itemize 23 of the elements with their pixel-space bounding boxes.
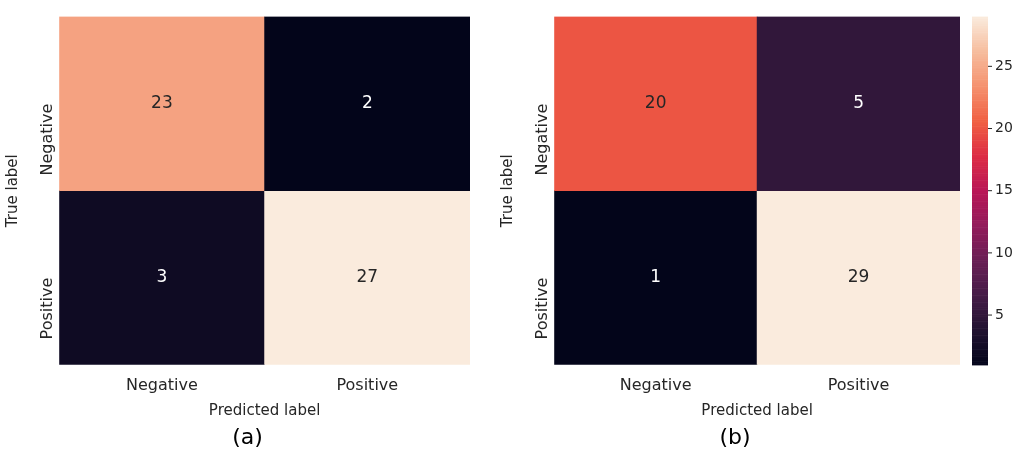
color-bar-label: 20	[995, 119, 1013, 136]
data-label: 3	[156, 266, 168, 287]
y-axis-title: True label	[497, 154, 516, 229]
color-bar-label: 15	[995, 181, 1013, 198]
text: (a)	[231, 424, 264, 449]
data-label: 1	[650, 266, 662, 287]
color-bar-label: 25	[995, 56, 1013, 73]
data-label: 29	[847, 266, 870, 287]
data-label: 20	[644, 92, 667, 113]
x-tick-label: Negative	[125, 374, 198, 394]
y-axis-title: True label	[2, 154, 21, 229]
color-bar-label: 5	[995, 305, 1004, 322]
color-bar-label: 10	[995, 243, 1013, 260]
x-axis-title: Predicted label	[208, 400, 321, 419]
x-tick-label: Positive	[336, 374, 399, 394]
text: (b)	[718, 424, 752, 449]
data-label: 27	[356, 266, 379, 287]
data-label: 2	[361, 92, 373, 113]
x-axis-title: Predicted label	[701, 400, 813, 419]
x-tick-label: Negative	[619, 374, 692, 394]
x-tick-label: Positive	[827, 374, 890, 394]
data-label: 5	[853, 92, 864, 113]
data-label: 23	[151, 92, 173, 113]
